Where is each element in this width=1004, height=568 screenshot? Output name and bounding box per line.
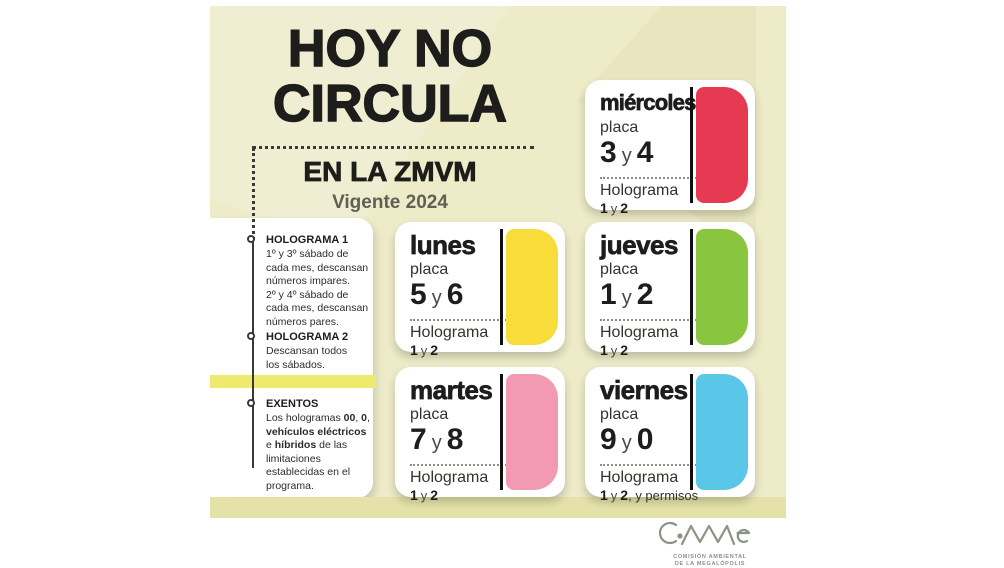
plate-label: placa: [600, 119, 639, 136]
plate-label: placa: [600, 261, 639, 278]
title-line-2: CIRCULA: [272, 75, 507, 133]
day-color-swatch: [506, 374, 558, 490]
legend-entry-exentos: EXENTOS Los hologramas 00, 0, vehículos …: [266, 398, 370, 493]
legend-entry-holograma-2: HOLOGRAMA 2 Descansan todos los sábados.: [266, 331, 370, 372]
day-color-swatch: [696, 87, 748, 203]
hologram-label: Holograma: [410, 324, 489, 341]
dotted-separator: [600, 464, 708, 466]
highlight-stripe: [210, 375, 376, 388]
plate-label: placa: [600, 406, 639, 423]
day-name: martes: [410, 375, 493, 406]
hologram-label: Holograma: [600, 324, 679, 341]
card-divider: [690, 374, 693, 490]
timeline-bullet-icon: [247, 332, 255, 340]
plate-label: placa: [410, 406, 449, 423]
legend-entry-body: 1º y 3º sábado de cada mes, descansan nú…: [266, 248, 369, 328]
dotted-divider-vertical: [252, 148, 255, 240]
timeline-line: [252, 240, 254, 468]
legend-entry-title: EXENTOS: [266, 398, 319, 410]
dotted-separator: [410, 464, 518, 466]
card-divider: [690, 87, 693, 203]
came-logo: COMISIÓN AMBIENTAL DE LA MEGALÓPOLIS: [650, 519, 770, 568]
day-name: viernes: [600, 375, 689, 406]
dotted-divider-horizontal: [252, 146, 534, 149]
legend-entry-body: Descansan todos los sábados.: [266, 345, 348, 371]
legend-entry-title: HOLOGRAMA 2: [266, 331, 349, 343]
legend-entry-title: HOLOGRAMA 1: [266, 234, 349, 246]
timeline-bullet-icon: [247, 235, 255, 243]
plate-label: placa: [410, 261, 449, 278]
hologram-label: Holograma: [410, 469, 489, 486]
valid-year-label: Vigente 2024: [332, 192, 448, 213]
hologram-values: 1 y 2, y permisos: [600, 487, 699, 503]
card-divider: [500, 229, 503, 345]
logo-caption-line-1: COMISIÓN AMBIENTAL: [673, 554, 747, 560]
card-divider: [690, 229, 693, 345]
dotted-separator: [600, 319, 708, 321]
day-color-swatch: [696, 374, 748, 490]
dotted-separator: [410, 319, 518, 321]
day-name: jueves: [600, 230, 679, 261]
came-logo-icon: [658, 521, 751, 546]
day-name: miércoles: [600, 90, 697, 116]
dotted-separator: [600, 177, 708, 179]
page-title: HOY NO CIRCULA: [230, 20, 550, 133]
hologram-label: Holograma: [600, 182, 679, 199]
day-name: lunes: [410, 230, 477, 261]
subtitle-zmvm: EN LA ZMVM: [303, 156, 477, 188]
legend-card: [210, 218, 373, 498]
day-color-swatch: [506, 229, 558, 345]
legend-entry-holograma-1: HOLOGRAMA 1 1º y 3º sábado de cada mes, …: [266, 234, 370, 329]
infographic-canvas: HOY NO CIRCULA EN LA ZMVM Vigente 2024 H…: [210, 6, 786, 518]
legend-entry-body: Los hologramas 00, 0, vehículos eléctric…: [266, 412, 370, 492]
day-color-swatch: [696, 229, 748, 345]
timeline-bullet-icon: [247, 399, 255, 407]
bottom-accent-band: [210, 497, 786, 518]
logo-caption-line-2: DE LA MEGALÓPOLIS: [674, 561, 746, 567]
title-line-1: HOY NO: [287, 20, 493, 78]
card-divider: [500, 374, 503, 490]
hologram-label: Holograma: [600, 469, 679, 486]
